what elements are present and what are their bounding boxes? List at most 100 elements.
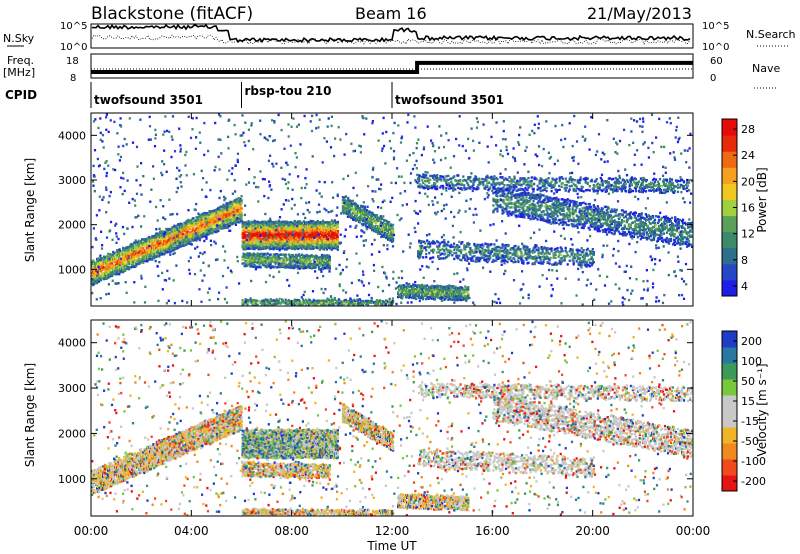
nave-label: Nave [752, 62, 780, 75]
heatmap-cell [177, 246, 179, 248]
heatmap-cell [236, 207, 238, 209]
sky-noise-label: N.Sky [3, 32, 35, 45]
search-tick-top: 10^5 [702, 21, 729, 32]
cpid-segment-label: rbsp-tou 210 [245, 84, 332, 98]
heatmap-cell [233, 205, 235, 207]
heatmap-cell [203, 235, 205, 237]
heatmap-cell [105, 267, 107, 269]
heatmap-cell [136, 258, 138, 260]
frequency-tick-bottom: 8 [70, 73, 76, 84]
beam-title: Beam 16 [355, 4, 427, 23]
heatmap-cell [107, 253, 109, 255]
heatmap-cell [240, 205, 242, 207]
sky-noise-panel: N.Sky 10^5 10^0 10^5 10^0 N.Search [3, 21, 796, 53]
heatmap-cell [165, 238, 167, 240]
heatmap-cell [263, 224, 265, 226]
heatmap-cell [282, 247, 284, 249]
date-title: 21/May/2013 [587, 4, 692, 23]
search-noise-label: N.Search [746, 28, 796, 41]
heatmap-cell [138, 243, 140, 245]
heatmap-cell [225, 214, 227, 216]
heatmap-cell [113, 252, 115, 254]
power-heatmap-cells [91, 113, 693, 306]
radar-figure: Blackstone (fitACF) Beam 16 21/May/2013 … [0, 0, 800, 554]
heatmap-cell [101, 275, 103, 277]
heatmap-cell [154, 250, 156, 252]
sky-tick-top: 10^5 [60, 21, 87, 32]
sky-noise-marks [92, 25, 690, 44]
heatmap-cell [241, 199, 243, 201]
heatmap-cell [210, 225, 212, 227]
heatmap-cell [229, 225, 231, 227]
heatmap-cell [301, 222, 303, 224]
heatmap-cell [148, 236, 150, 238]
heatmap-cell [110, 271, 112, 273]
cpid-segment-label: twofsound 3501 [395, 93, 504, 107]
frequency-tick-top: 18 [66, 56, 79, 67]
heatmap-cell [200, 216, 202, 218]
heatmap-cell [151, 258, 153, 260]
heatmap-cell [124, 262, 126, 264]
heatmap-cell [299, 220, 301, 222]
heatmap-cell [242, 221, 244, 223]
heatmap-cell [153, 257, 155, 259]
heatmap-cell [227, 227, 229, 229]
heatmap-cell [244, 233, 246, 235]
heatmap-cell [258, 221, 260, 223]
cpid-label: CPID [5, 88, 37, 102]
heatmap-cell [239, 221, 241, 223]
cpid-marks: twofsound 3501 rbsp-tou 210 twofsound 3501 [91, 82, 504, 108]
heatmap-cell [200, 219, 202, 221]
heatmap-cell [156, 255, 158, 257]
heatmap-cell [241, 212, 243, 214]
heatmap-cell [122, 247, 124, 249]
nave-tick-bottom: 0 [710, 73, 716, 84]
heatmap-cell [173, 225, 175, 227]
heatmap-cell [241, 195, 243, 197]
heatmap-cell [106, 255, 108, 257]
heatmap-cell [273, 226, 275, 228]
heatmap-cell [241, 214, 243, 216]
heatmap-cell [101, 277, 103, 279]
heatmap-cell [192, 239, 194, 241]
heatmap-cell [241, 207, 243, 209]
heatmap-cell [113, 273, 115, 275]
heatmap-cell [192, 227, 194, 229]
heatmap-cell [141, 250, 143, 252]
heatmap-cell [202, 225, 204, 227]
cpid-segment-label: twofsound 3501 [94, 93, 203, 107]
heatmap-cell [192, 217, 194, 219]
heatmap-cell [229, 205, 231, 207]
heatmap-cell [196, 234, 198, 236]
frequency-label-line2: [MHz] [3, 66, 35, 79]
heatmap-cell [230, 201, 232, 203]
heatmap-cell [134, 259, 136, 261]
search-tick-bottom: 10^0 [702, 42, 729, 53]
sky-tick-bottom: 10^0 [60, 42, 87, 53]
heatmap-cell [167, 243, 169, 245]
heatmap-cell [109, 253, 111, 255]
nave-tick-top: 60 [710, 56, 723, 67]
frequency-trace [91, 63, 693, 72]
heatmap-cell [290, 246, 292, 248]
heatmap-cell [187, 226, 189, 228]
heatmap-cell [284, 224, 286, 226]
heatmap-cell [111, 274, 113, 276]
heatmap-cell [220, 227, 222, 229]
heatmap-cell [243, 237, 245, 239]
heatmap-cell [180, 223, 182, 225]
heatmap-cell [138, 254, 140, 256]
heatmap-cell [269, 236, 271, 238]
frequency-frame [91, 54, 693, 78]
heatmap-cell [142, 262, 144, 264]
heatmap-cell [241, 217, 243, 219]
heatmap-cell [217, 230, 219, 232]
heatmap-cell [142, 247, 144, 249]
heatmap-cell [99, 275, 101, 277]
heatmap-cell [169, 232, 171, 234]
heatmap-cell [126, 249, 128, 251]
heatmap-cell [124, 268, 126, 270]
frequency-marks [91, 63, 693, 72]
